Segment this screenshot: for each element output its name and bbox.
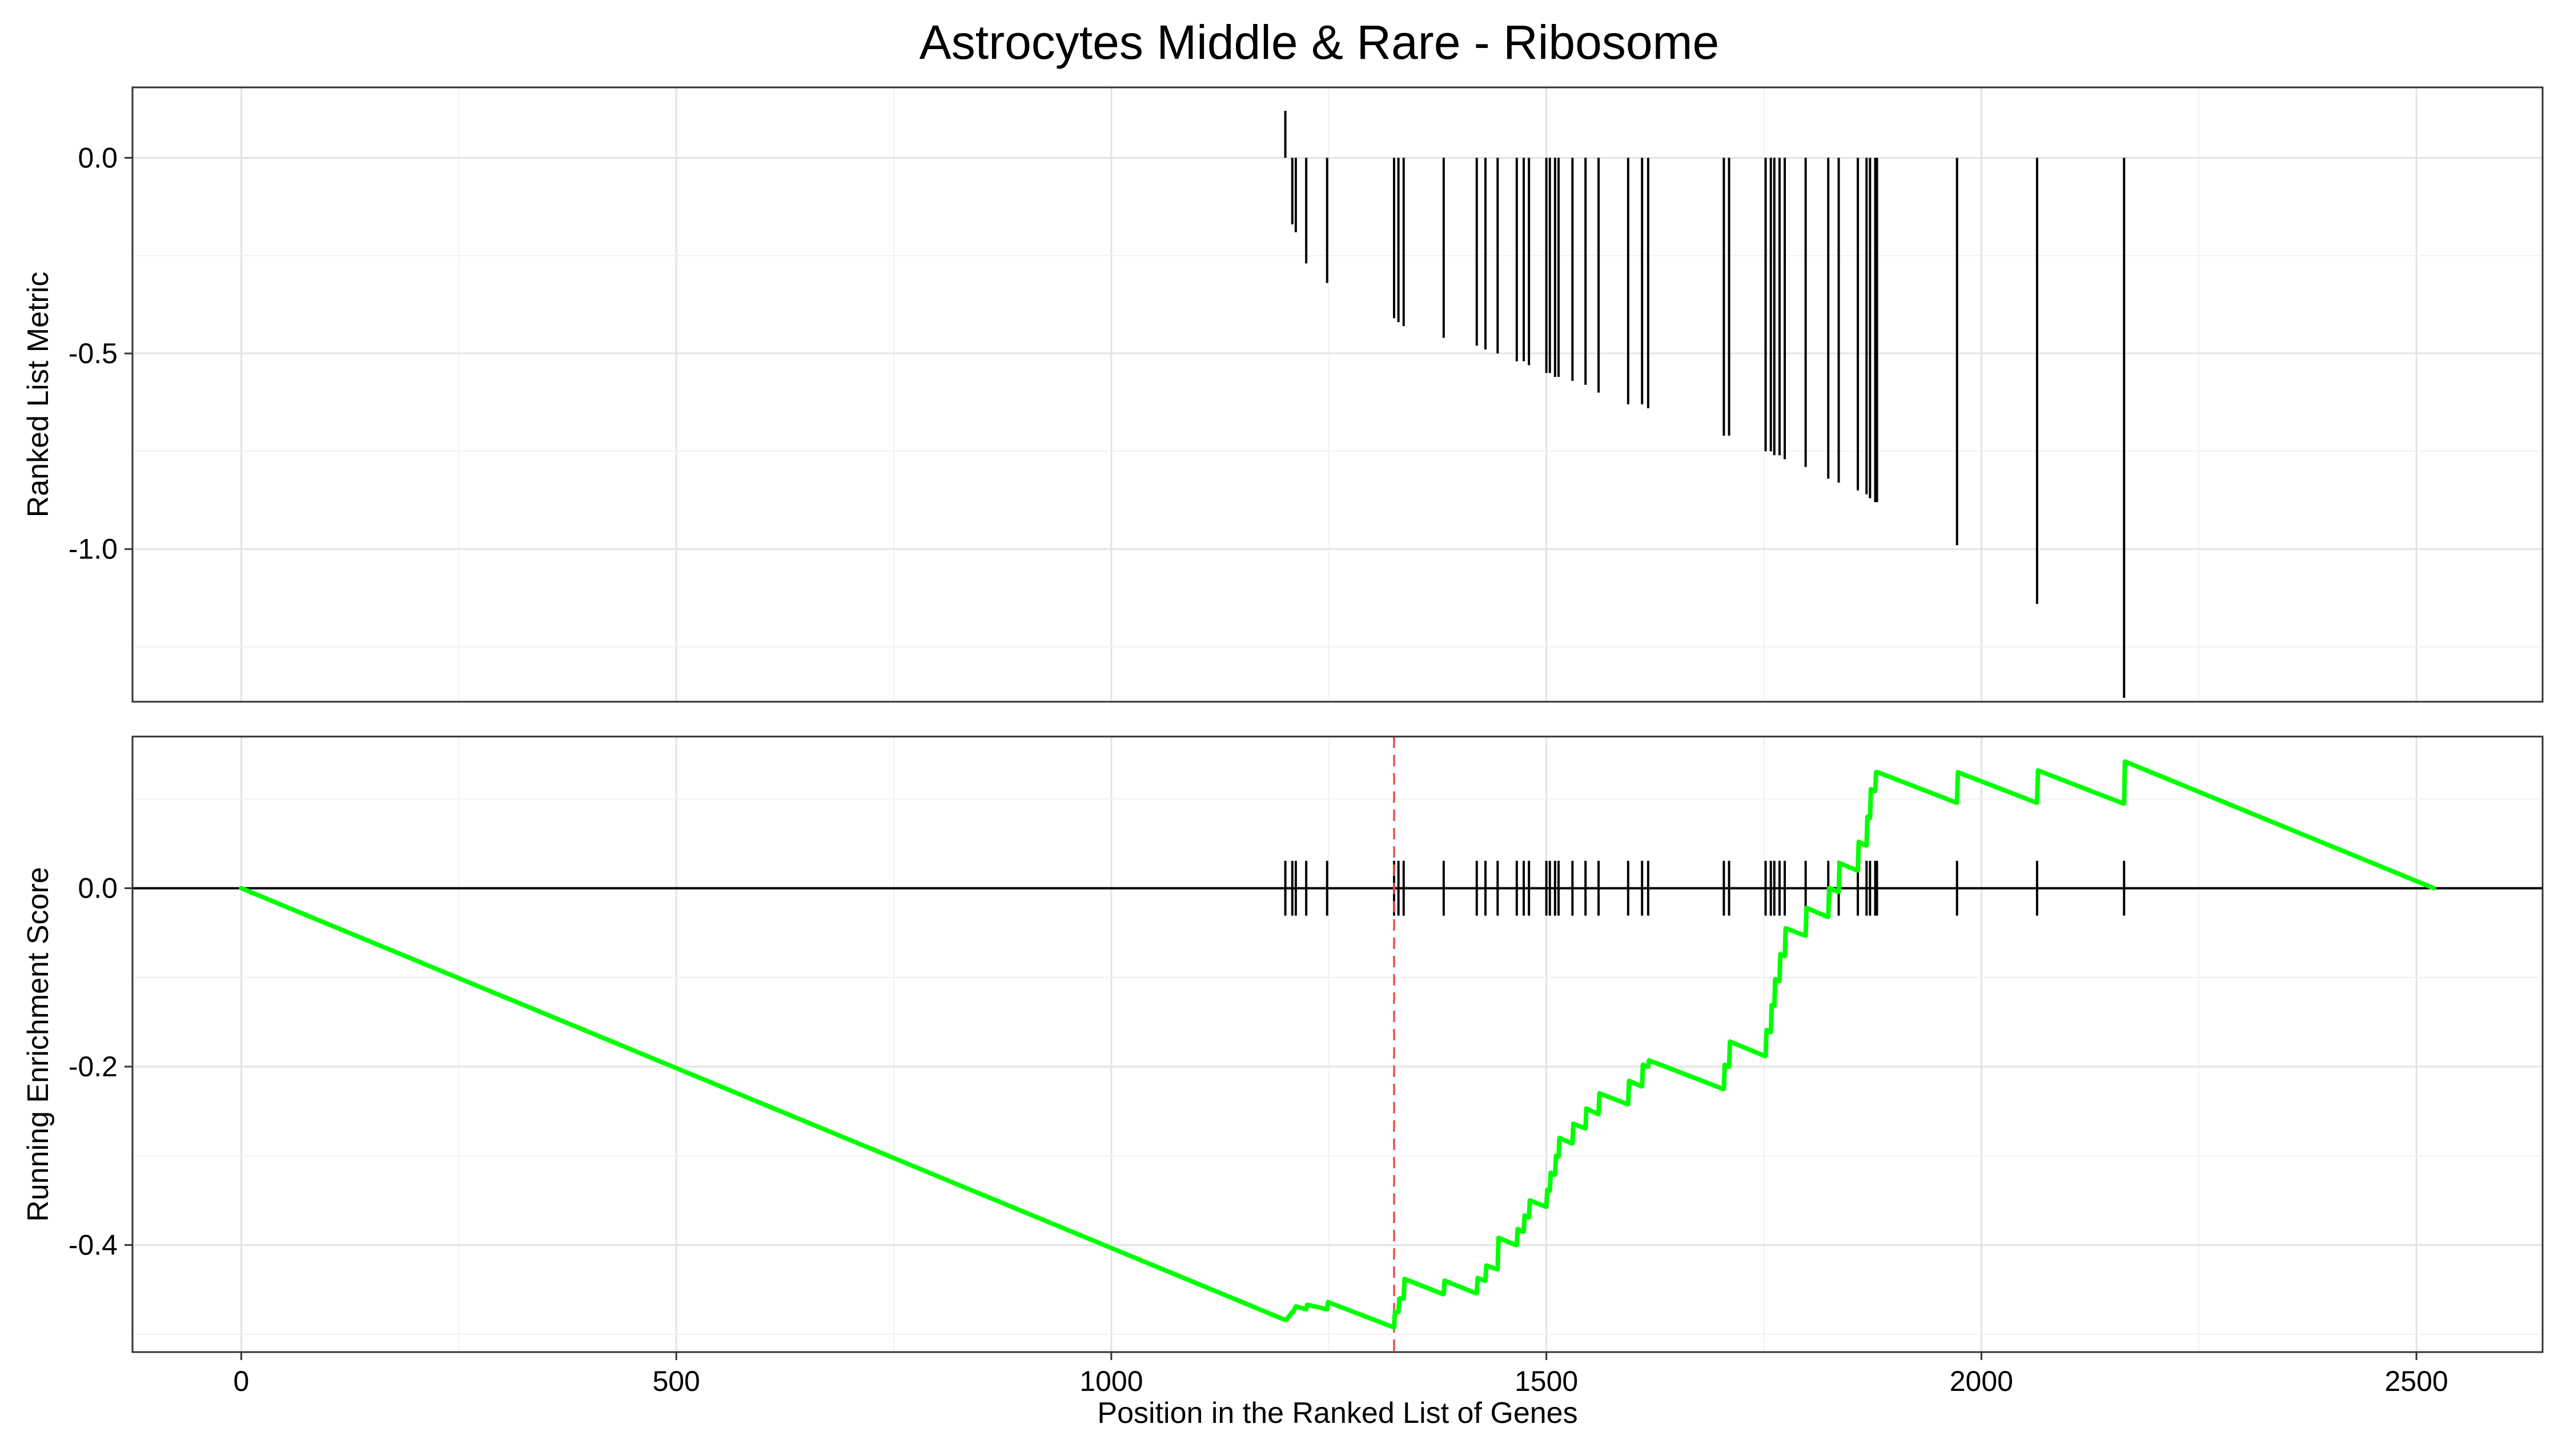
x-axis: 0 500 1000 1500 2000 2500 bbox=[234, 1352, 2448, 1397]
y-tick-label: 0.0 bbox=[78, 872, 118, 904]
bottom-panel-border bbox=[131, 735, 2544, 1353]
bottom-panel-y-axis-label: Running Enrichment Score bbox=[22, 867, 55, 1221]
top-panel-y-axis: 0.0 -0.5 -1.0 bbox=[69, 142, 132, 565]
y-tick-label: -0.4 bbox=[69, 1229, 118, 1261]
y-tick-label: -0.2 bbox=[69, 1051, 118, 1083]
running-score-line bbox=[239, 759, 2436, 1330]
chart-title: Astrocytes Middle & Rare - Ribosome bbox=[919, 15, 1719, 69]
x-axis-label: Position in the Ranked List of Genes bbox=[1097, 1397, 1577, 1430]
x-tick-label: 500 bbox=[652, 1365, 700, 1397]
y-tick-label: -0.5 bbox=[69, 337, 118, 369]
top-panel-border bbox=[131, 86, 2544, 703]
top-panel-grid bbox=[132, 87, 2543, 702]
y-tick-label: 0.0 bbox=[78, 142, 118, 174]
y-tick-label: -1.0 bbox=[69, 533, 118, 565]
x-tick-label: 2500 bbox=[2384, 1365, 2448, 1397]
ranked-metric-bars bbox=[1284, 111, 2126, 698]
x-tick-label: 0 bbox=[234, 1365, 250, 1397]
running-score-series bbox=[239, 759, 2436, 1330]
x-tick-label: 1000 bbox=[1079, 1365, 1143, 1397]
bottom-panel-y-axis: 0.0 -0.2 -0.4 bbox=[69, 872, 132, 1261]
x-tick-label: 1500 bbox=[1515, 1365, 1578, 1397]
top-panel-y-axis-label: Ranked List Metric bbox=[22, 272, 55, 518]
x-tick-label: 2000 bbox=[1950, 1365, 2013, 1397]
bottom-panel-grid bbox=[132, 737, 2543, 1352]
